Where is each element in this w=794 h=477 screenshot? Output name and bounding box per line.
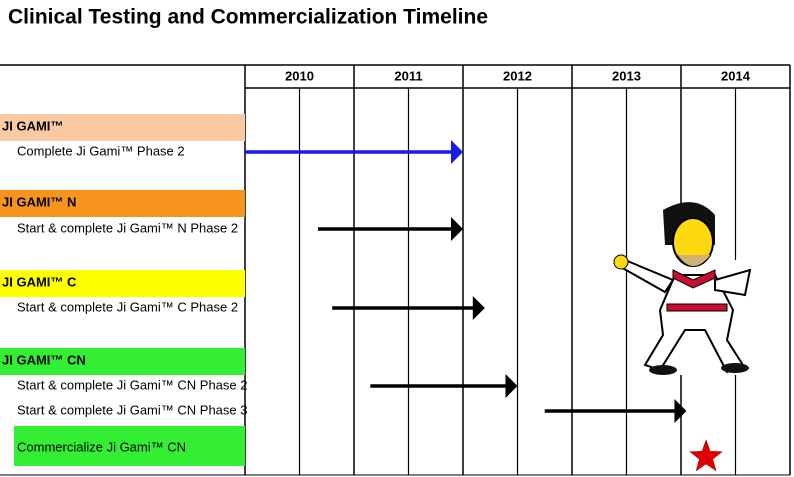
milestone-star xyxy=(689,439,723,472)
year-label: 2010 xyxy=(285,68,314,83)
suit xyxy=(643,274,745,374)
group-header-bg xyxy=(0,270,245,297)
belt xyxy=(666,303,728,312)
group-header-bg xyxy=(0,190,245,217)
task-arrow xyxy=(318,217,463,241)
elvis-cartoon xyxy=(613,202,755,375)
task-arrow xyxy=(370,374,518,398)
group-header: JI GAMI™ N xyxy=(2,194,76,209)
task-highlight xyxy=(14,426,245,466)
arrow-head xyxy=(451,140,463,164)
task-label: Commercialize Ji Gami™ CN xyxy=(17,439,186,454)
year-label: 2011 xyxy=(394,68,422,83)
arrow-head xyxy=(472,296,485,320)
arrow-head xyxy=(505,374,518,398)
beard xyxy=(676,254,712,267)
year-label: 2013 xyxy=(612,68,641,83)
task-label: Start & complete Ji Gami™ CN Phase 2 xyxy=(17,377,247,392)
task-label: Start & complete Ji Gami™ N Phase 2 xyxy=(17,220,238,235)
year-label: 2014 xyxy=(721,68,751,83)
group-header-bg xyxy=(0,348,245,375)
arrow-head xyxy=(451,217,463,241)
shoe xyxy=(649,365,677,375)
collar xyxy=(672,269,716,289)
arrow-head xyxy=(674,399,687,423)
task-label: Complete Ji Gami™ Phase 2 xyxy=(17,143,185,158)
group-header: JI GAMI™ xyxy=(2,118,63,133)
bars xyxy=(245,140,723,472)
group-header: JI GAMI™ CN xyxy=(2,352,86,367)
hand xyxy=(613,254,629,270)
task-label: Start & complete Ji Gami™ CN Phase 3 xyxy=(17,402,247,417)
group-header-bg xyxy=(0,114,245,141)
shoe xyxy=(721,363,749,373)
task-label: Start & complete Ji Gami™ C Phase 2 xyxy=(17,299,238,314)
task-arrow xyxy=(544,399,687,423)
task-list: JI GAMI™ Complete Ji Gami™ Phase 2 JI GAMI… xyxy=(0,114,247,466)
task-arrow xyxy=(332,296,485,320)
group-header: JI GAMI™ C xyxy=(2,274,77,289)
task-arrow xyxy=(245,140,463,164)
arm xyxy=(714,268,752,297)
chart-title: Clinical Testing and Commercialization T… xyxy=(8,6,488,29)
year-label: 2012 xyxy=(503,68,532,83)
